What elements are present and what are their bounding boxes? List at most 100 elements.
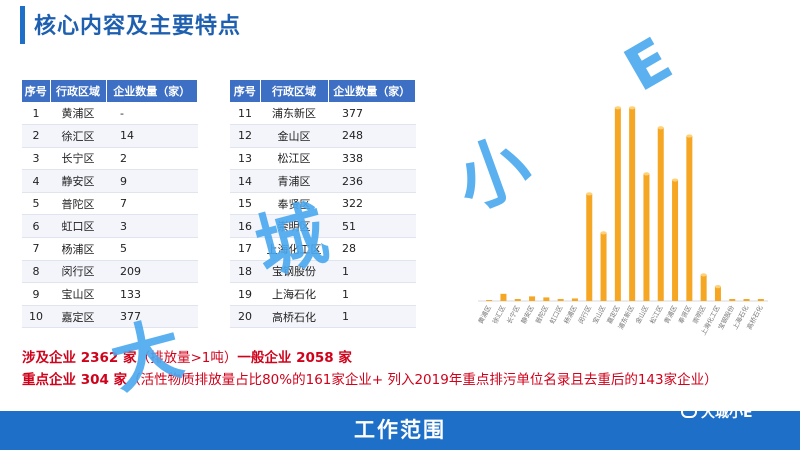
- summary-total-note: （排放量>1吨）: [136, 350, 238, 366]
- cell-district: 青浦区: [260, 169, 328, 193]
- summary-line-1: 涉及企业 2362 家（排放量>1吨）一般企业 2058 家: [22, 346, 352, 366]
- cell-count: 1: [328, 260, 416, 284]
- cell-district: 松江区: [260, 147, 328, 171]
- footer-bar: [0, 411, 800, 450]
- district-table-left: 序号 行政区域 企业数量（家） 1 黄浦区 -2 徐汇区 14 3 长宁区 2 4 静安区 9 5 普陀…: [22, 80, 198, 329]
- chart-bar-cap: [714, 285, 721, 289]
- chart-bar: [757, 299, 764, 301]
- table-row: 4 静安区 9: [22, 169, 198, 193]
- cell-count: 51: [328, 214, 416, 239]
- table-row: 2 徐汇区 14: [22, 124, 198, 148]
- cell-index: 8: [22, 260, 50, 284]
- chart-bar: [571, 298, 578, 301]
- cell-index: 3: [22, 147, 50, 171]
- cell-index: 20: [230, 305, 260, 329]
- cell-district: 嘉定区: [50, 305, 106, 329]
- cell-district: 静安区: [50, 169, 106, 193]
- cell-index: 13: [230, 147, 260, 171]
- district-bar-chart: 黄浦区徐汇区长宁区静安区普陀区虹口区杨浦区闵行区宝山区嘉定区浦东新区金山区松江区…: [476, 106, 768, 337]
- chart-bar: [514, 299, 521, 301]
- summary-key-note: （活性物质排放量占比80%的161家企业+ 列入2019年重点排污单位名录且去重…: [127, 372, 718, 388]
- cell-district: 黄浦区: [50, 102, 106, 126]
- cell-index: 11: [230, 102, 260, 126]
- chart-bar-cap: [629, 106, 636, 110]
- chart-bar: [529, 296, 536, 301]
- cell-index: 4: [22, 169, 50, 193]
- table-row: 18 宝钢股份 1: [230, 260, 416, 284]
- summary-key: 重点企业 304 家: [22, 372, 128, 388]
- cell-index: 9: [22, 282, 50, 306]
- chart-bar: [614, 107, 621, 301]
- cell-count: 236: [328, 169, 416, 193]
- cell-index: 7: [22, 237, 50, 261]
- chart-bar-cap: [600, 231, 607, 235]
- table-row: 6 虹口区 3: [22, 214, 198, 239]
- cell-index: 19: [230, 282, 260, 306]
- table-row: 11 浦东新区 377: [230, 102, 416, 126]
- chart-bar-cap: [700, 273, 707, 277]
- cell-index: 14: [230, 169, 260, 193]
- summary-total: 涉及企业 2362 家: [22, 350, 137, 366]
- chart-bar-cap: [657, 126, 664, 130]
- chart-bar-cap: [614, 106, 621, 110]
- chart-bar: [543, 297, 550, 301]
- cell-index: 1: [22, 102, 50, 126]
- title-accent-bar: [20, 6, 25, 44]
- cell-count: 133: [106, 282, 198, 306]
- cell-district: 普陀区: [50, 192, 106, 216]
- cell-count: 9: [106, 169, 198, 193]
- table-row: 7 杨浦区 5: [22, 237, 198, 261]
- table-row: 15 奉贤区 322: [230, 192, 416, 216]
- cell-count: 1: [328, 282, 416, 306]
- cell-count: 2: [106, 147, 198, 171]
- cell-count: -: [106, 102, 198, 126]
- cell-district: 杨浦区: [50, 237, 106, 261]
- cell-count: 377: [328, 102, 416, 126]
- brand-text: 大城小E: [701, 405, 753, 421]
- wechat-icon: [681, 406, 697, 418]
- col-header-index: 序号: [230, 80, 261, 102]
- col-header-count: 企业数量（家）: [328, 80, 416, 102]
- summary-line-2: 重点企业 304 家（活性物质排放量占比80%的161家企业+ 列入2019年重…: [22, 368, 718, 388]
- table-row: 19 上海石化 1: [230, 282, 416, 306]
- col-header-district: 行政区域: [50, 80, 107, 102]
- table-header-row: 序号 行政区域 企业数量（家）: [230, 80, 416, 102]
- chart-bar: [486, 300, 493, 301]
- chart-bar: [557, 299, 564, 301]
- chart-bar: [743, 299, 750, 301]
- brand-label: 大城小E: [681, 402, 753, 422]
- cell-count: 1: [328, 305, 416, 329]
- table-row: 9 宝山区 133: [22, 282, 198, 306]
- cell-index: 12: [230, 124, 260, 148]
- cell-index: 18: [230, 260, 260, 284]
- col-header-count: 企业数量（家）: [106, 80, 198, 102]
- table-row: 20 高桥石化 1: [230, 305, 416, 329]
- cell-district: 长宁区: [50, 147, 106, 171]
- cell-index: 15: [230, 192, 260, 216]
- chart-bar: [586, 193, 593, 301]
- cell-district: 上海石化: [260, 282, 328, 306]
- chart-bar-cap: [643, 172, 650, 176]
- cell-count: 377: [106, 305, 198, 329]
- table-row: 3 长宁区 2: [22, 147, 198, 171]
- cell-count: 322: [328, 192, 416, 216]
- district-table-right: 序号 行政区域 企业数量（家） 11 浦东新区 377 12 金山区 248 13 松江区 33…: [230, 80, 416, 329]
- chart-bar: [500, 293, 507, 301]
- cell-count: 209: [106, 260, 198, 284]
- cell-index: 16: [230, 214, 260, 239]
- cell-district: 金山区: [260, 124, 328, 148]
- col-header-district: 行政区域: [260, 80, 329, 102]
- chart-bar: [700, 274, 707, 301]
- cell-index: 10: [22, 305, 50, 329]
- table-row: 14 青浦区 236: [230, 169, 416, 193]
- cell-index: 17: [230, 237, 260, 261]
- table-row: 5 普陀区 7: [22, 192, 198, 216]
- cell-count: 28: [328, 237, 416, 261]
- cell-count: 338: [328, 147, 416, 171]
- cell-district: 高桥石化: [260, 305, 328, 329]
- table-row: 13 松江区 338: [230, 147, 416, 171]
- cell-district: 宝山区: [50, 282, 106, 306]
- chart-bar-cap: [672, 178, 679, 182]
- cell-district: 上海化工区: [260, 237, 328, 261]
